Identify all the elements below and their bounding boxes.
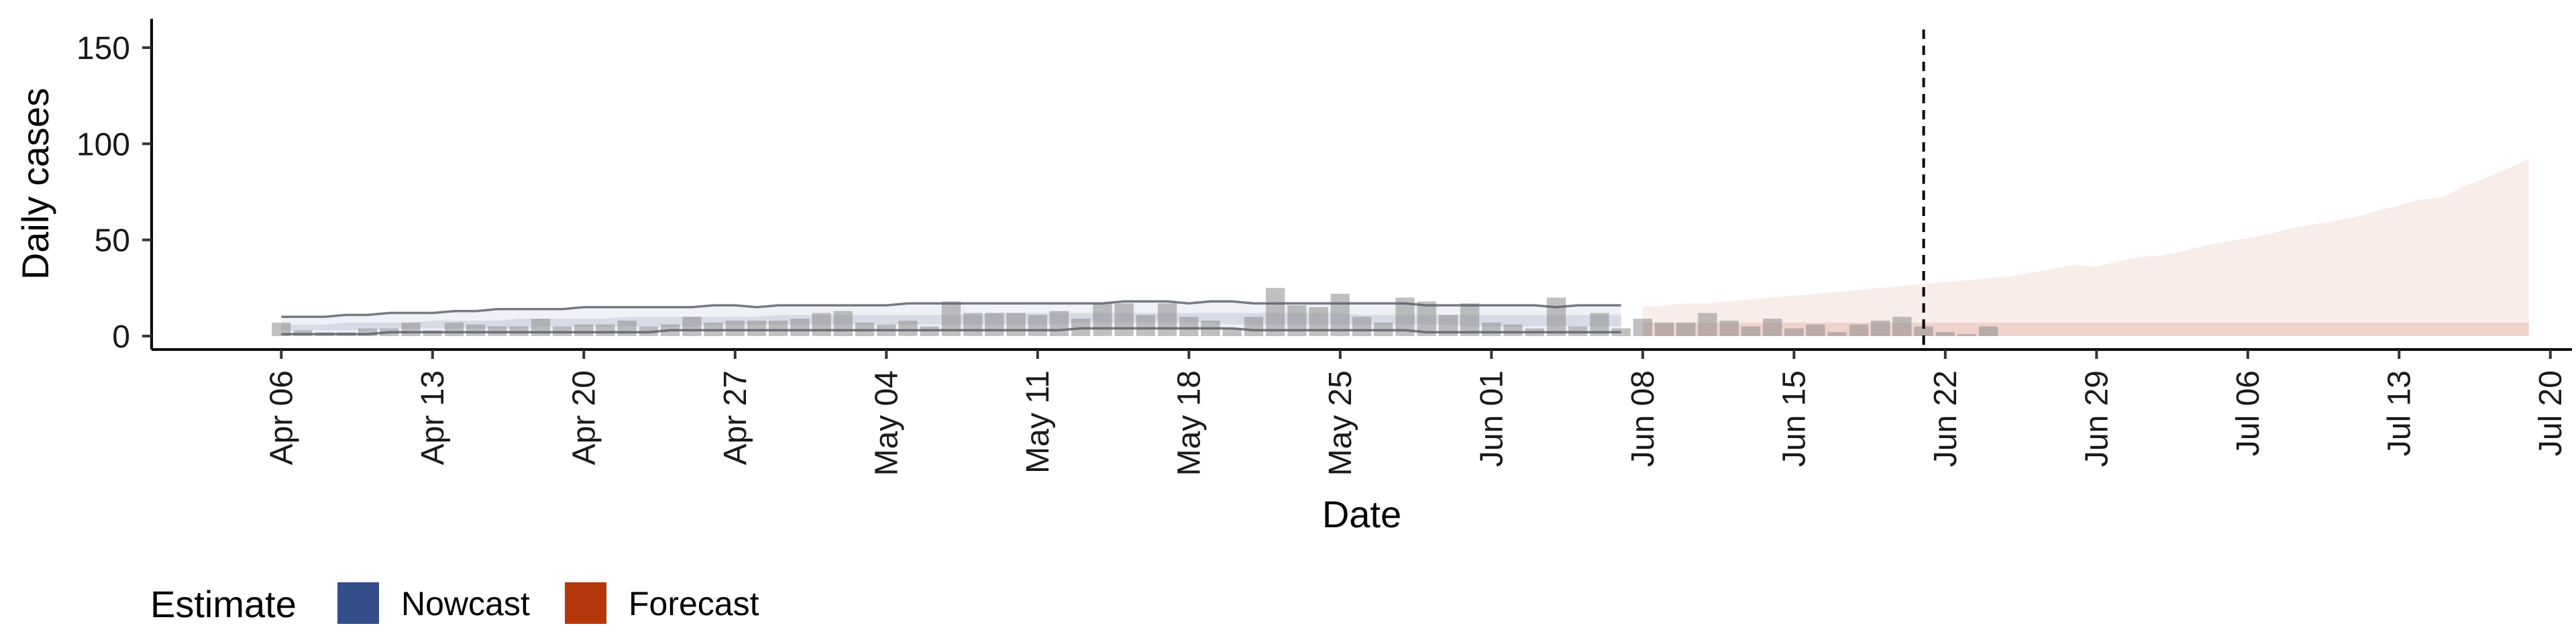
case-bar <box>1503 324 1523 336</box>
case-bar <box>1762 319 1782 336</box>
case-bar <box>1806 324 1825 336</box>
case-bar <box>1979 326 1998 336</box>
case-bar <box>1546 297 1566 336</box>
case-bar <box>1676 322 1696 336</box>
legend-label-nowcast: Nowcast <box>401 585 530 623</box>
case-bar <box>1957 334 1977 336</box>
x-tick-label: May 11 <box>1020 370 1056 474</box>
nowcast-lower-line <box>281 327 1621 335</box>
x-tick-label: Jul 13 <box>2381 370 2417 456</box>
case-bar <box>682 317 702 336</box>
case-bar <box>1460 303 1480 336</box>
case-bar <box>833 311 853 336</box>
case-bar <box>1741 326 1760 336</box>
legend-label-forecast: Forecast <box>629 585 759 623</box>
legend-swatch-forecast <box>565 582 606 624</box>
y-axis-ticks: 0 50 100 150 <box>76 31 152 355</box>
case-bar <box>1849 324 1869 336</box>
x-tick-label: Jun 29 <box>2079 370 2114 467</box>
x-tick-label: May 25 <box>1323 370 1358 476</box>
nowcast-upper-line <box>281 300 1621 319</box>
case-bar <box>1330 293 1350 336</box>
case-bar <box>596 324 615 336</box>
case-bar <box>444 322 464 336</box>
case-bar <box>1179 317 1199 336</box>
case-bar <box>1028 315 1047 336</box>
case-bar <box>466 324 486 336</box>
case-bar <box>1352 317 1372 336</box>
case-bar <box>1827 332 1847 336</box>
case-bar <box>985 313 1004 336</box>
case-bar <box>1654 322 1674 336</box>
legend-title: Estimate <box>150 583 297 625</box>
case-bar <box>1892 317 1912 336</box>
case-bar <box>1222 328 1242 336</box>
case-bar <box>1417 301 1436 336</box>
case-bar <box>1935 332 1955 336</box>
case-bar <box>1093 303 1112 336</box>
case-bar <box>1871 321 1890 336</box>
case-bar <box>1309 307 1328 336</box>
x-tick-label: Jun 01 <box>1474 370 1509 467</box>
case-bar <box>401 322 421 336</box>
forecast-band-layer <box>1642 159 2529 336</box>
case-bar <box>790 319 810 336</box>
y-axis-title: Daily cases <box>14 88 56 280</box>
case-bar <box>725 321 745 336</box>
case-bar <box>1157 303 1177 336</box>
y-tick-label: 100 <box>76 127 130 162</box>
y-tick-label: 150 <box>76 31 130 66</box>
case-bar <box>272 322 291 336</box>
case-bar <box>1006 313 1026 336</box>
case-bar <box>963 313 983 336</box>
case-bar <box>1719 321 1739 336</box>
x-tick-label: Jun 08 <box>1625 370 1661 467</box>
case-bar <box>747 321 767 336</box>
x-tick-label: May 04 <box>869 370 904 476</box>
nowcast-interval-lines <box>281 300 1621 335</box>
case-bar <box>1633 319 1652 336</box>
case-bar <box>1049 311 1069 336</box>
case-bar <box>1482 322 1501 336</box>
case-bar <box>1287 305 1307 336</box>
case-bar <box>358 328 378 336</box>
x-tick-label: Jun 22 <box>1928 370 1964 467</box>
y-tick-label: 50 <box>95 223 130 259</box>
legend-swatch-nowcast <box>337 582 379 624</box>
case-bar <box>1136 315 1155 336</box>
case-bar <box>769 321 788 336</box>
x-axis-title: Date <box>1322 493 1401 535</box>
case-bar <box>531 319 550 336</box>
x-tick-label: Jul 20 <box>2533 370 2569 456</box>
x-tick-label: Apr 20 <box>566 370 602 465</box>
case-bar <box>574 324 594 336</box>
case-bar <box>898 321 918 336</box>
x-tick-label: May 18 <box>1171 370 1207 476</box>
forecast-band-90 <box>1642 159 2529 336</box>
case-bar <box>1114 303 1134 336</box>
case-bar <box>1266 288 1285 336</box>
case-bar <box>1698 313 1717 336</box>
case-bar <box>1784 328 1804 336</box>
x-tick-label: Apr 13 <box>415 370 451 465</box>
case-bar <box>617 321 637 336</box>
legend: Estimate Nowcast Forecast <box>150 582 759 625</box>
x-tick-label: Apr 06 <box>264 370 299 465</box>
case-bar <box>812 313 831 336</box>
x-tick-label: Apr 27 <box>718 370 753 465</box>
y-tick-label: 0 <box>112 319 130 355</box>
case-bar <box>1244 317 1264 336</box>
x-axis-ticks: Apr 06 Apr 13 Apr 20 Apr 27 May 04 May 11 May … <box>264 350 2569 476</box>
x-tick-label: Jun 15 <box>1776 370 1812 467</box>
case-bar <box>1914 326 1933 336</box>
x-tick-label: Jul 06 <box>2231 370 2266 456</box>
